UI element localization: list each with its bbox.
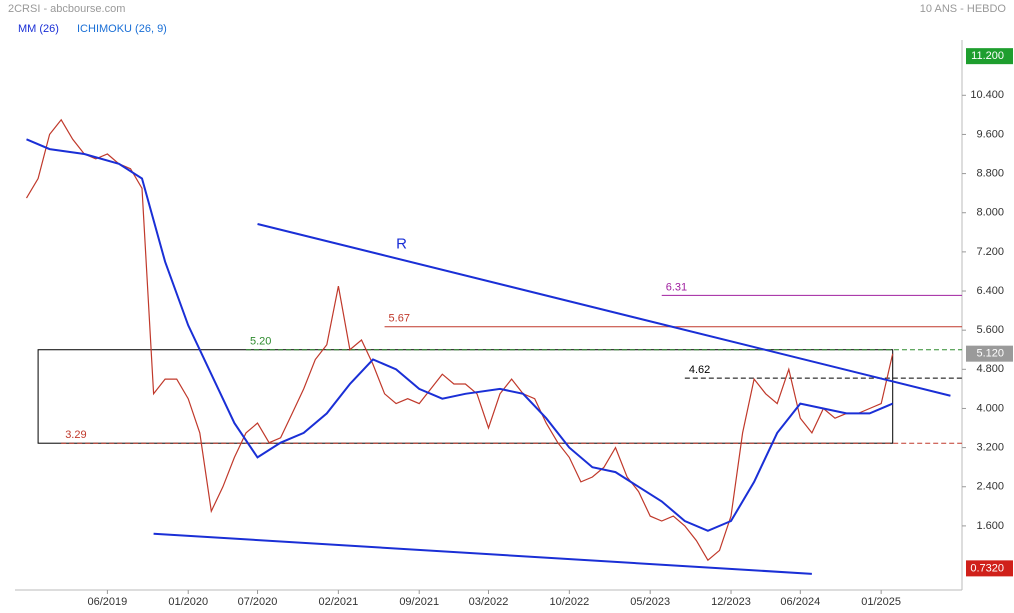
legend-entry: ICHIMOKU (26, 9): [77, 23, 167, 35]
y-tick-label: 1.600: [976, 520, 1004, 532]
price-badge: [966, 48, 1013, 65]
y-tick-label: 2.400: [976, 481, 1004, 493]
y-tick-label: 7.200: [976, 246, 1004, 258]
x-tick-label: 06/2024: [780, 596, 820, 608]
level-label: 4.62: [689, 364, 710, 376]
x-tick-label: 05/2023: [630, 596, 670, 608]
series-line: [26, 138, 894, 532]
price-badge-label: 0.7320: [970, 562, 1004, 574]
y-tick-label: 10.400: [970, 89, 1004, 101]
y-tick-label: 6.400: [976, 285, 1004, 297]
y-tick-label: 8.000: [976, 207, 1004, 219]
x-tick-label: 12/2023: [711, 596, 751, 608]
y-tick-label: 5.600: [976, 324, 1004, 336]
level-label: 5.20: [250, 336, 271, 348]
series-line: [25, 118, 894, 562]
x-tick-label: 01/2020: [168, 596, 208, 608]
y-tick-label: 4.000: [976, 402, 1004, 414]
x-tick-label: 09/2021: [399, 596, 439, 608]
level-label: 6.31: [666, 281, 687, 293]
level-label: 3.29: [65, 429, 86, 441]
level-label: 5.67: [389, 313, 410, 325]
x-tick-label: 06/2019: [88, 596, 128, 608]
y-tick-label: 9.600: [976, 128, 1004, 140]
legend-entry: MM (26): [18, 23, 59, 35]
price-badge: [966, 345, 1013, 362]
y-tick-label: 3.200: [976, 442, 1004, 454]
x-tick-label: 07/2020: [238, 596, 278, 608]
y-tick-label: 4.800: [976, 363, 1004, 375]
trendline: [153, 532, 812, 575]
chart-subtitle: 10 ANS - HEBDO: [920, 3, 1007, 15]
x-tick-label: 03/2022: [469, 596, 509, 608]
price-badge-label: 5.120: [976, 348, 1004, 360]
trendline-label: R: [396, 235, 407, 252]
y-tick-label: 8.800: [976, 167, 1004, 179]
price-badge-label: 11.200: [971, 50, 1004, 62]
price-badge: [966, 560, 1013, 577]
x-tick-label: 02/2021: [318, 596, 358, 608]
x-tick-label: 01/2025: [861, 596, 901, 608]
trendline: [257, 223, 951, 397]
x-tick-label: 10/2022: [549, 596, 589, 608]
chart-title: 2CRSI - abcbourse.com: [8, 3, 125, 15]
